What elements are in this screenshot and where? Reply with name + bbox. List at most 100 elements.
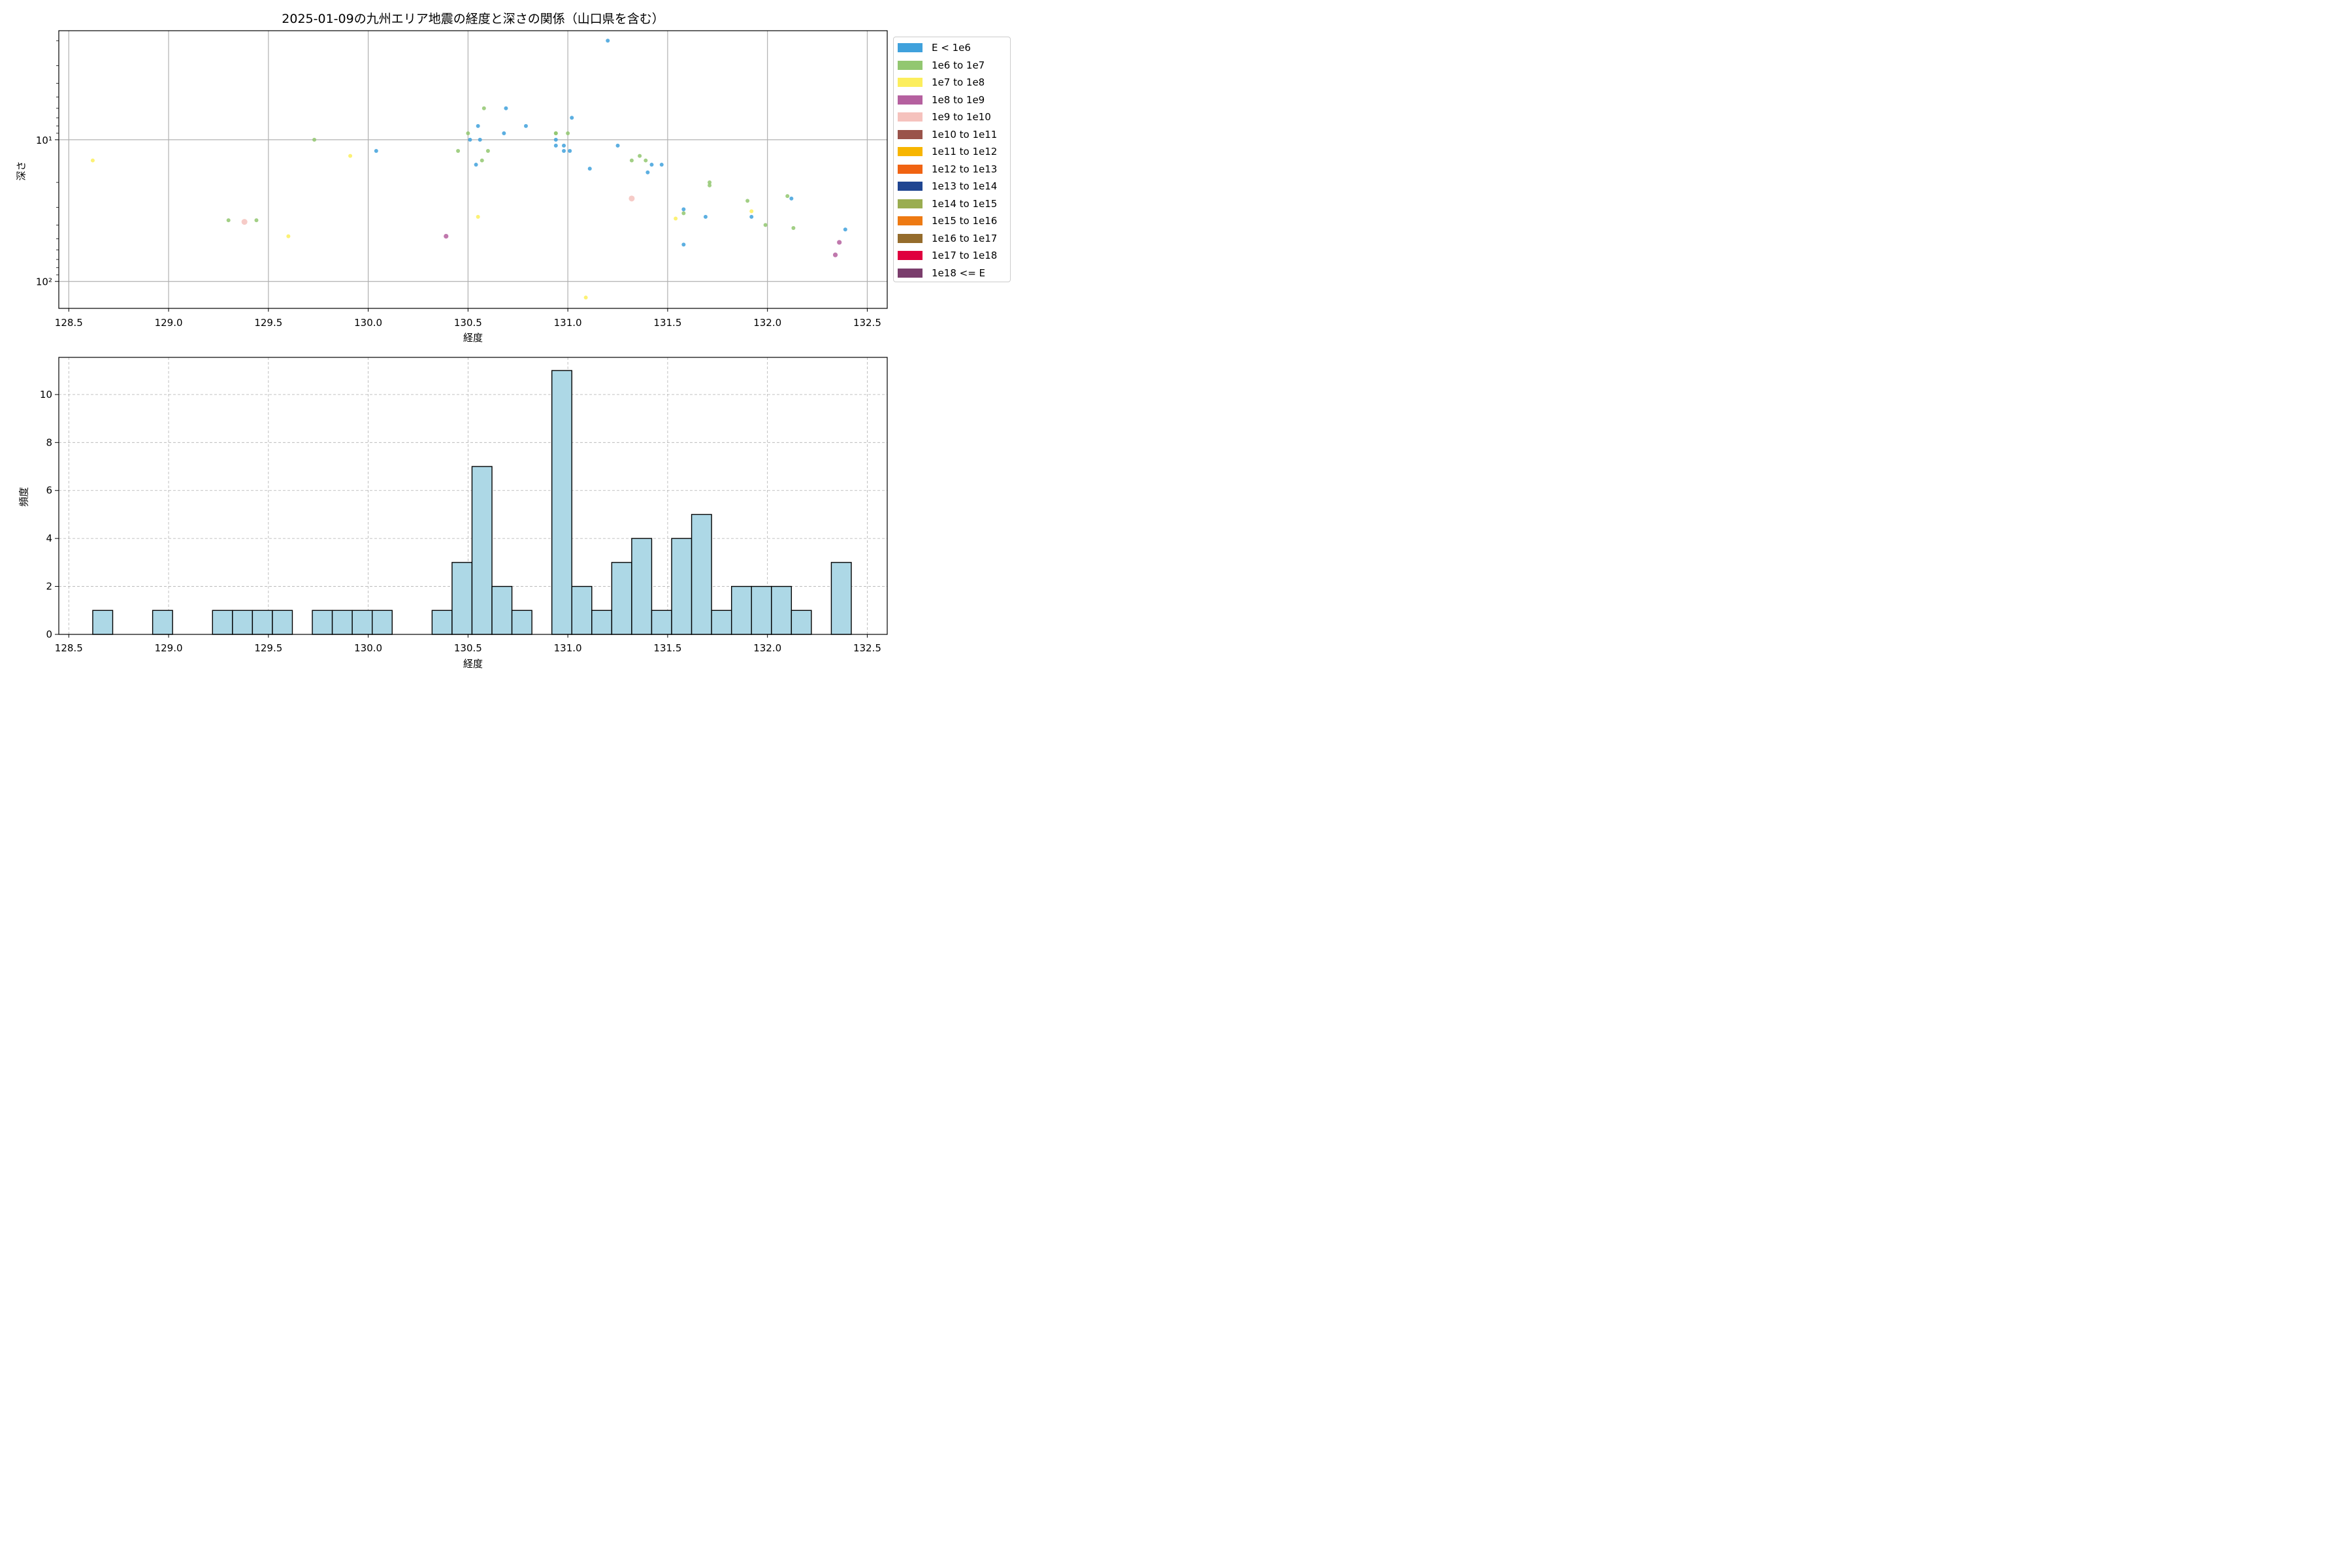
scatter-point (843, 227, 847, 232)
scatter-point (615, 143, 620, 148)
histogram-x-tick-label: 132.0 (753, 642, 781, 654)
histogram-x-tick-label: 129.5 (254, 642, 282, 654)
legend-swatch (898, 268, 923, 278)
legend-label: 1e15 to 1e16 (932, 215, 998, 227)
scatter-point (485, 149, 490, 154)
scatter-point (629, 195, 635, 202)
scatter-point (466, 131, 470, 135)
legend-label: 1e7 to 1e8 (932, 76, 985, 88)
scatter-point (476, 214, 480, 219)
histogram-x-tick-label: 130.5 (454, 642, 482, 654)
legend-item: 1e17 to 1e18 (898, 248, 997, 263)
histogram-x-tick-label: 131.5 (653, 642, 681, 654)
scatter-point (553, 131, 558, 135)
scatter-point (523, 123, 528, 128)
histogram-x-tick-label: 130.0 (354, 642, 382, 654)
legend-item: 1e15 to 1e16 (898, 214, 997, 228)
legend-item: 1e6 to 1e7 (898, 58, 985, 73)
scatter-point (749, 214, 754, 219)
legend-label: 1e10 to 1e11 (932, 128, 998, 140)
histogram-bar (551, 370, 572, 635)
scatter-point (566, 131, 570, 135)
legend-swatch (898, 78, 923, 87)
chart-title: 2025-01-09の九州エリア地震の経度と深さの関係（山口県を含む） (282, 12, 664, 26)
histogram-bar (431, 610, 453, 635)
scatter-x-tick-label: 130.0 (354, 317, 382, 329)
scatter-point (789, 196, 794, 201)
histogram-bar (232, 610, 253, 635)
legend-swatch (898, 60, 923, 70)
scatter-point (312, 137, 317, 142)
histogram-bar (272, 610, 293, 635)
scatter-point (703, 214, 708, 219)
histogram-bar (331, 610, 353, 635)
scatter-point (482, 106, 486, 110)
scatter-plot: 128.5 129.0 129.5 130.0 130.5 131.0 131.5 132.0… (36, 30, 888, 329)
scatter-x-tick-label: 131.0 (554, 317, 582, 329)
legend-item: 1e11 to 1e12 (898, 144, 997, 159)
histogram-bar (471, 466, 493, 635)
scatter-x-axis-label: 経度 (463, 332, 483, 344)
scatter-point (553, 143, 558, 148)
scatter-x-tick-label: 129.0 (155, 317, 183, 329)
scatter-point (681, 207, 686, 212)
histogram-bar (451, 562, 473, 635)
histogram-bar (830, 562, 852, 635)
scatter-point (832, 252, 838, 257)
histogram-bar (730, 585, 752, 635)
histogram-y-axis-label: 頻度 (18, 487, 30, 507)
scatter-x-tick-label: 130.5 (454, 317, 482, 329)
scatter-point (456, 149, 461, 154)
legend-label: 1e13 to 1e14 (932, 180, 998, 192)
legend-label: 1e18 <= E (932, 267, 986, 279)
scatter-point (638, 154, 642, 158)
legend-label: 1e9 to 1e10 (932, 111, 991, 123)
scatter-point (562, 149, 566, 154)
scatter-y-tick-label: 10¹ (36, 135, 52, 146)
histogram-x-tick-label: 128.5 (55, 642, 83, 654)
scatter-point (226, 218, 231, 223)
scatter-point (90, 158, 95, 163)
scatter-point (504, 106, 508, 110)
legend-swatch (898, 43, 923, 52)
scatter-point (444, 234, 449, 239)
scatter-point (468, 137, 472, 142)
scatter-point (837, 240, 842, 245)
scatter-point (286, 234, 291, 238)
legend-label: 1e12 to 1e13 (932, 163, 998, 175)
histogram-bar (92, 610, 114, 635)
legend-swatch (898, 251, 923, 260)
scatter-point (606, 39, 610, 43)
legend-swatch (898, 147, 923, 156)
scatter-y-tick-label: 10² (36, 276, 52, 288)
scatter-point (568, 149, 572, 154)
histogram-bar (751, 585, 772, 635)
legend-item: 1e10 to 1e11 (898, 127, 997, 142)
scatter-point (348, 154, 353, 158)
scatter-y-axis-label: 深さ (15, 161, 27, 181)
histogram-y-tick-label: 8 (46, 436, 52, 448)
scatter-point (681, 211, 686, 216)
scatter-point (480, 158, 484, 163)
histogram-bar (571, 585, 593, 635)
scatter-point (629, 158, 634, 163)
scatter-point (476, 123, 480, 128)
legend-item: 1e9 to 1e10 (898, 110, 991, 124)
scatter-point (674, 216, 678, 221)
legend-label: 1e8 to 1e9 (932, 93, 985, 106)
scatter-point (474, 163, 478, 167)
legend-label: 1e16 to 1e17 (932, 232, 998, 244)
scatter-point (254, 218, 259, 223)
legend-label: 1e17 to 1e18 (932, 250, 998, 261)
legend-item: 1e16 to 1e17 (898, 231, 997, 246)
legend-swatch (898, 233, 923, 243)
histogram-bar (671, 538, 693, 635)
histogram-x-tick-label: 129.0 (155, 642, 183, 654)
histogram-bar (771, 585, 792, 635)
scatter-point (587, 167, 592, 171)
scatter-point (374, 149, 378, 154)
legend-label: 1e14 to 1e15 (932, 197, 998, 210)
scatter-point (502, 131, 506, 135)
legend-item: E < 1e6 (898, 41, 971, 55)
scatter-point (745, 199, 750, 203)
